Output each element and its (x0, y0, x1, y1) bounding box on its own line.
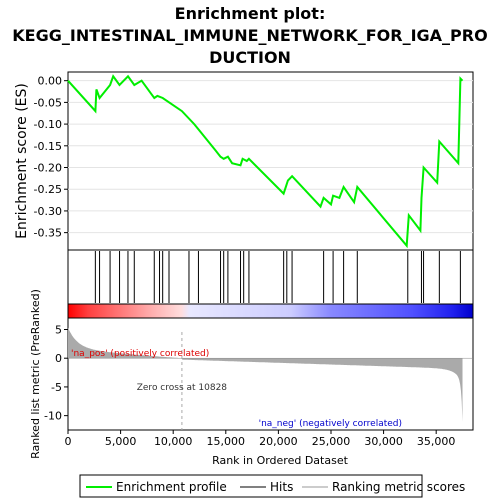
es-y-tick-label: -0.35 (34, 227, 62, 240)
es-y-tick-label: -0.30 (34, 205, 62, 218)
x-tick-label: 15,000 (207, 435, 246, 448)
ranking-color-bar (67, 303, 474, 319)
chart-title: Enrichment plot: KEGG_INTESTINAL_IMMUNE_… (12, 4, 487, 67)
hits-panel-frame (67, 249, 474, 305)
legend-frame (79, 474, 423, 498)
es-y-tick-label: -0.05 (34, 96, 62, 109)
title-line-1: Enrichment plot: (175, 4, 326, 23)
title-line-3: DUCTION (209, 48, 291, 67)
es-y-ticks: 0.00 -0.05 -0.10 -0.15 -0.20 -0.25 -0.30 -0.35 (34, 75, 68, 240)
x-axis-label: Rank in Ordered Dataset (212, 454, 349, 467)
legend: Enrichment profile Hits Ranking metric s… (79, 474, 465, 498)
x-tick-label: 5,000 (105, 435, 137, 448)
es-y-axis-label: Enrichment score (ES) (14, 83, 30, 239)
x-tick-label: 0 (65, 435, 72, 448)
x-tick-label: 20,000 (259, 435, 298, 448)
metric-panel-frame (67, 317, 474, 431)
metric-y-ticks: 5 0 -5 -10 (44, 323, 68, 423)
metric-y-tick-label: -5 (51, 381, 62, 394)
legend-label-enrichment: Enrichment profile (116, 480, 227, 494)
es-y-tick-label: -0.25 (34, 183, 62, 196)
x-tick-label: 30,000 (364, 435, 403, 448)
es-y-tick-label: -0.10 (34, 118, 62, 131)
es-panel-frame (67, 71, 474, 251)
zero-cross-annotation: Zero cross at 10828 (137, 383, 228, 393)
enrichment-profile-line (67, 74, 464, 249)
x-tick-label: 35,000 (417, 435, 456, 448)
neg-correlated-label: 'na_neg' (negatively correlated) (259, 419, 402, 429)
es-gridlines (68, 80, 473, 234)
legend-label-ranking: Ranking metric scores (332, 480, 465, 494)
es-y-tick-label: -0.20 (34, 162, 62, 175)
legend-label-hits: Hits (270, 480, 293, 494)
es-y-tick-label: 0.00 (38, 75, 63, 88)
pos-correlated-label: 'na_pos' (positively correlated) (71, 349, 209, 359)
metric-y-tick-label: -10 (44, 410, 62, 423)
x-tick-label: 25,000 (312, 435, 351, 448)
es-y-tick-label: -0.15 (34, 140, 62, 153)
title-line-2: KEGG_INTESTINAL_IMMUNE_NETWORK_FOR_IGA_P… (12, 26, 487, 45)
metric-y-axis-label: Ranked list metric (PreRanked) (29, 289, 42, 459)
metric-y-tick-label: 0 (55, 352, 62, 365)
x-axis-ticks: 0 5,000 10,000 15,000 20,000 25,000 30,000 35,0… (65, 430, 456, 448)
hit-marks (94, 251, 461, 303)
metric-y-tick-label: 5 (55, 323, 62, 336)
x-tick-label: 10,000 (154, 435, 193, 448)
